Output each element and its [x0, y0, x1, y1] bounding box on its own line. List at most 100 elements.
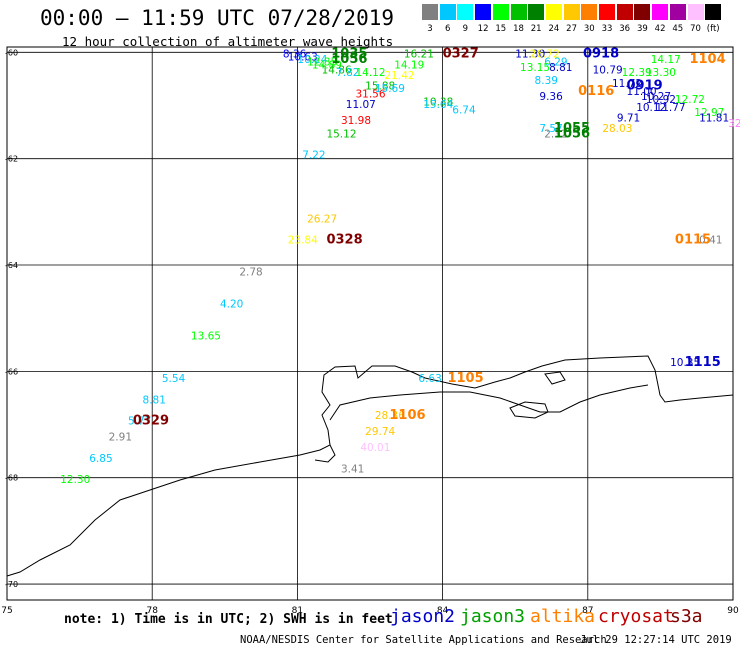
generated-timestamp: Jul 29 12:27:14 UTC 2019	[580, 634, 732, 646]
wave-height-value: 14.86	[322, 65, 352, 77]
latitude-tick: -70	[5, 580, 18, 589]
wave-height-value: 15.12	[326, 128, 356, 140]
pass-time-label: 1104	[689, 52, 725, 67]
wave-height-value: 8.81	[143, 394, 166, 406]
wave-height-value: 3.41	[341, 463, 364, 475]
coastline-ice-shelf	[329, 384, 649, 421]
scale-label: 36	[619, 24, 631, 34]
wave-height-value: 21.42	[385, 70, 415, 82]
satellite-legend-cryosat: cryosat	[598, 606, 674, 627]
scale-label: 3	[427, 24, 433, 34]
scale-label: (ft)	[706, 24, 720, 34]
wave-height-value: 13.15	[520, 62, 550, 74]
wave-height-value: 32.61	[728, 118, 740, 130]
longitude-tick: 84	[437, 606, 449, 616]
scale-swatch	[422, 4, 438, 20]
satellite-legend-jason2: jason2	[390, 606, 456, 627]
wave-height-value: 28.03	[602, 123, 632, 135]
pass-time-label: 0115	[675, 233, 711, 248]
scale-label: 12	[477, 24, 489, 34]
scale-label: 70	[690, 24, 701, 34]
longitude-tick: 81	[292, 606, 303, 616]
scale-swatch	[457, 4, 474, 20]
wave-height-value: 40.01	[360, 442, 390, 454]
wave-height-value: 15.69	[375, 83, 405, 95]
scale-swatch	[652, 4, 669, 20]
scale-label: 42	[654, 24, 666, 34]
coastline	[6, 355, 734, 577]
pass-time-label: 1056	[331, 52, 367, 67]
map-title: 00:00 – 11:59 UTC 07/28/2019	[40, 6, 395, 30]
scale-label: 9	[462, 24, 469, 34]
wave-height-value: 6.85	[89, 453, 112, 465]
scale-label: 6	[444, 24, 451, 34]
wave-height-value: 6.29	[544, 57, 567, 69]
pass-time-label: 0919	[627, 79, 663, 94]
wave-height-value: 16.21	[404, 49, 434, 61]
wave-height-value: 0.41	[699, 235, 722, 247]
coastline-island	[509, 401, 549, 419]
grid-lines	[6, 47, 734, 600]
coastline-inlet	[314, 444, 336, 463]
scale-swatch	[492, 4, 509, 20]
scale-swatch	[581, 4, 598, 20]
wave-height-value: 29.74	[365, 426, 395, 438]
pass-time-label: 1106	[389, 408, 425, 423]
wave-height-value: 14.17	[651, 54, 681, 66]
scale-label: 15	[495, 24, 507, 34]
footer-note: note: 1) Time is in UTC; 2) SWH is in fe…	[64, 612, 393, 627]
wave-height-value: 6.63	[418, 373, 441, 385]
scale-swatch	[439, 4, 456, 20]
wave-height-value: 10.92	[646, 94, 676, 106]
latitude-tick: -60	[5, 48, 18, 57]
wave-height-value: 8.36	[283, 49, 307, 61]
pass-time-label: 0327	[443, 47, 479, 62]
latitude-tick: -64	[5, 261, 18, 270]
wave-height-value: 31.98	[341, 115, 371, 127]
wave-height-value: 11.30	[515, 49, 545, 61]
scale-swatch	[545, 4, 562, 20]
wave-height-value: 2.78	[239, 267, 262, 279]
wave-height-value: 13.30	[646, 67, 676, 79]
wave-height-value: 11.00	[627, 86, 657, 98]
scale-label: 33	[601, 24, 613, 34]
wave-height-value: 9.36	[539, 91, 563, 103]
scale-swatch	[669, 4, 686, 20]
latitude-tick: -62	[5, 155, 18, 164]
pass-time-label: 1035	[331, 47, 367, 62]
wave-height-value: 11.77	[656, 102, 686, 114]
wave-height-value: 6.74	[452, 104, 476, 116]
wave-height-value: 10.12	[636, 102, 666, 114]
scale-label: 39	[636, 24, 648, 34]
wave-height-value: 12.72	[675, 94, 705, 106]
wave-height-value: 10.24	[297, 54, 327, 66]
wave-height-value: 31.56	[355, 89, 385, 101]
wave-height-value: 2.91	[109, 431, 132, 443]
wave-height-value: 12.39	[622, 67, 652, 79]
wave-height-value: 12.97	[694, 107, 724, 119]
longitude-tick: 78	[146, 606, 158, 616]
scale-swatch	[687, 4, 704, 20]
latitude-tick: -66	[5, 367, 18, 376]
wave-height-value: 11.72	[612, 78, 642, 90]
satellite-legend-altika: altika	[530, 606, 596, 627]
wave-height-value: 28.36	[375, 410, 405, 422]
pass-time-label: 0329	[133, 414, 169, 429]
satellite-legend-jason3: jason3	[460, 606, 526, 627]
credit-line: NOAA/NESDIS Center for Satellite Applica…	[240, 634, 607, 646]
wave-height-value: 14.19	[394, 59, 424, 71]
longitude-tick: 87	[582, 606, 593, 616]
wave-height-value: 9.71	[617, 112, 640, 124]
scale-swatch	[510, 4, 527, 20]
scale-swatch	[705, 4, 722, 20]
wave-height-value: 2.32	[544, 128, 567, 140]
scale-swatch	[475, 4, 492, 20]
coastline-mainland	[6, 355, 734, 577]
wave-height-value: 7.22	[302, 150, 325, 162]
wave-height-value: 14.89	[312, 59, 342, 71]
scale-label: 45	[672, 24, 684, 34]
wave-height-value: 14.12	[355, 67, 385, 79]
wave-height-value: 5.54	[162, 373, 186, 385]
